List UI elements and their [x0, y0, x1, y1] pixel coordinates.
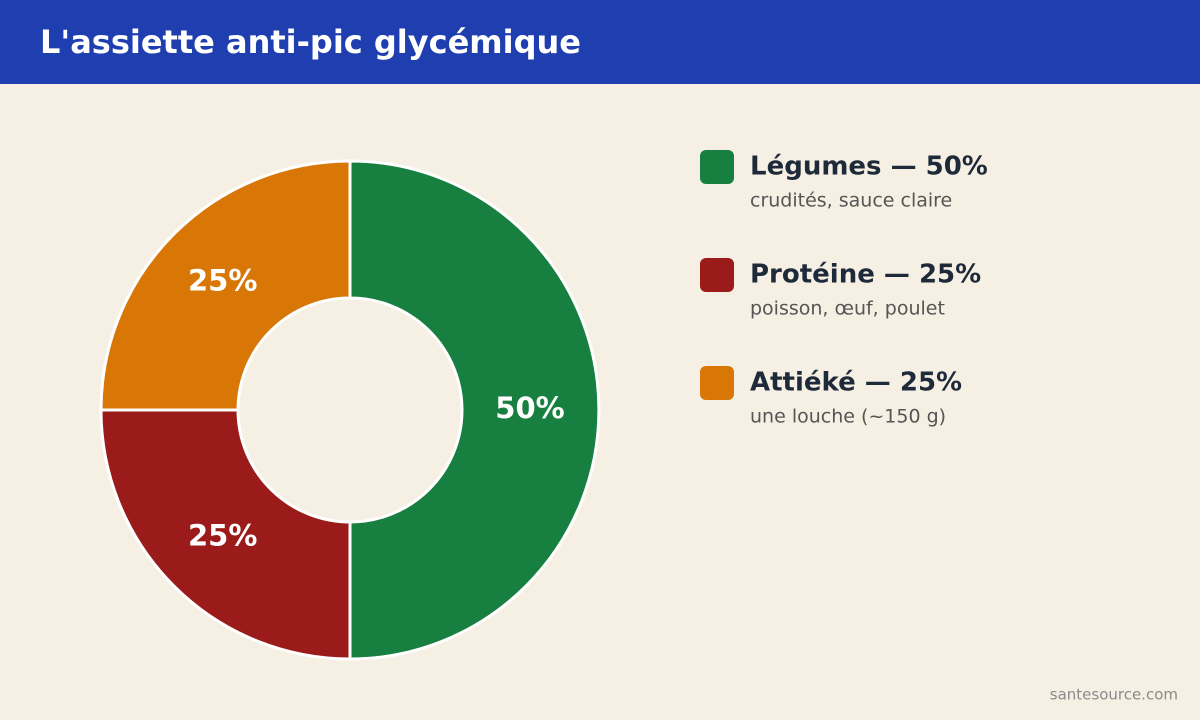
- slice: [99, 408, 352, 661]
- slice: [348, 159, 601, 661]
- slice-label: 50%: [495, 391, 564, 425]
- legend-swatch: [700, 366, 734, 400]
- header-bar: [0, 0, 1200, 84]
- legend-label: Légumes — 50%: [750, 152, 988, 182]
- legend-swatch: [700, 258, 734, 292]
- legend-label: Protéine — 25%: [750, 260, 981, 290]
- slice-label: 25%: [188, 264, 257, 298]
- slice: [99, 159, 352, 412]
- legend-description: poisson, œuf, poulet: [750, 298, 945, 320]
- legend-label: Attiéké — 25%: [750, 368, 962, 398]
- legend-description: une louche (~150 g): [750, 406, 946, 428]
- legend-swatch: [700, 150, 734, 184]
- slice-label: 25%: [188, 518, 257, 552]
- legend-description: crudités, sauce claire: [750, 190, 952, 212]
- chart-title: L'assiette anti-pic glycémique: [40, 23, 581, 61]
- source: santesource.com: [1050, 686, 1178, 704]
